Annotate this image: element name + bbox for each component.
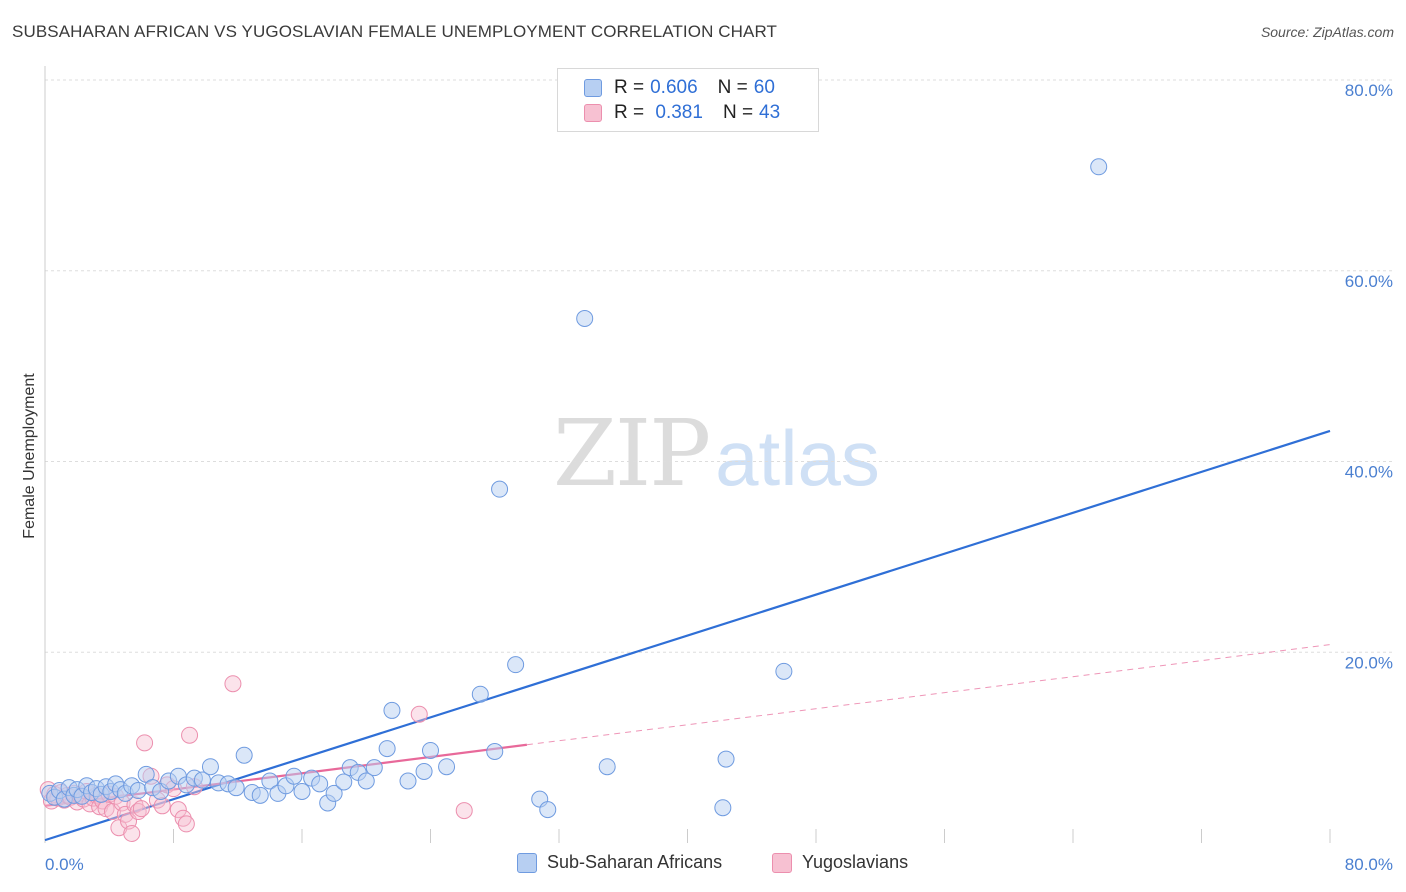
legend-swatch-pink <box>772 852 792 873</box>
grid <box>45 79 1393 653</box>
legend-r-label: R = <box>614 77 645 98</box>
legend-n-label: N = <box>717 77 748 98</box>
data-point-sub-saharan-africans <box>399 772 417 790</box>
legend-row-pink: R = 0.381 N = 43 <box>584 101 780 125</box>
data-point-sub-saharan-africans <box>335 773 353 791</box>
legend-item-sub-saharan-africans: Sub-Saharan Africans <box>517 852 722 873</box>
axes <box>44 66 1331 843</box>
correlation-legend: R = 0.606 N = 60 R = 0.381 N = 43 <box>557 68 819 132</box>
y-tick-label: 40.0% <box>1345 463 1393 482</box>
tick-labels: 20.0% 40.0% 60.0% 80.0% 0.0% 80.0% Female Unem… <box>21 81 1393 874</box>
trend-line-sub-saharan-africans <box>44 429 1331 842</box>
data-point-sub-saharan-africans <box>365 759 383 777</box>
y-axis-title: Female Unemployment <box>21 373 38 539</box>
data-point-sub-saharan-africans <box>193 771 211 789</box>
data-point-yugoslavians <box>129 803 147 821</box>
legend-label: Sub-Saharan Africans <box>547 852 723 872</box>
data-point-yugoslavians <box>174 809 192 827</box>
data-point-sub-saharan-africans <box>486 742 504 760</box>
data-point-sub-saharan-africans <box>293 782 311 800</box>
x-tick-label: 0.0% <box>45 855 84 874</box>
legend-r-value: 0.606 <box>650 77 698 98</box>
data-point-sub-saharan-africans <box>325 784 343 802</box>
data-point-sub-saharan-africans <box>383 701 401 719</box>
legend-swatch-pink <box>584 104 602 122</box>
legend-n-value: 60 <box>753 77 775 98</box>
data-point-sub-saharan-africans <box>201 758 219 776</box>
data-point-sub-saharan-africans <box>1090 158 1108 176</box>
data-point-sub-saharan-africans <box>775 662 793 680</box>
data-point-yugoslavians <box>181 726 199 744</box>
watermark: ZIPatlas <box>553 400 880 507</box>
data-point-sub-saharan-africans <box>507 656 525 674</box>
data-point-sub-saharan-africans <box>415 762 433 780</box>
data-point-sub-saharan-africans <box>311 775 329 793</box>
data-point-yugoslavians <box>177 815 195 833</box>
legend-item-yugoslavians: Yugoslavians <box>772 852 908 873</box>
legend-swatch-blue <box>517 852 537 873</box>
legend-r-label: R = <box>614 102 645 123</box>
y-tick-label: 20.0% <box>1345 653 1393 672</box>
chart-source: Source: ZipAtlas.com <box>1260 24 1394 40</box>
data-point-sub-saharan-africans <box>539 801 557 819</box>
legend-row-blue: R = 0.606 N = 60 <box>584 76 775 100</box>
data-point-yugoslavians <box>123 824 141 842</box>
data-point-yugoslavians <box>153 797 171 815</box>
data-point-sub-saharan-africans <box>235 746 253 764</box>
legend-n-label: N = <box>722 102 754 123</box>
data-point-sub-saharan-africans <box>717 750 735 768</box>
trend-line-yugoslavians-extended <box>526 644 1331 746</box>
data-point-sub-saharan-africans <box>261 772 279 790</box>
data-point-sub-saharan-africans <box>438 758 456 776</box>
watermark-atlas: atlas <box>715 414 880 502</box>
series-yugoslavians <box>39 675 473 842</box>
series-legend: Sub-Saharan Africans Yugoslavians <box>0 852 1406 876</box>
data-point-sub-saharan-africans <box>471 685 489 703</box>
data-point-yugoslavians <box>169 801 187 819</box>
data-point-sub-saharan-africans <box>285 767 303 785</box>
data-point-sub-saharan-africans <box>491 480 509 498</box>
y-tick-label: 80.0% <box>1345 81 1393 100</box>
data-point-sub-saharan-africans <box>129 782 147 800</box>
data-point-yugoslavians <box>455 802 473 820</box>
chart-title: SUBSAHARAN AFRICAN VS YUGOSLAVIAN FEMALE… <box>12 22 778 41</box>
data-point-sub-saharan-africans <box>227 779 245 797</box>
data-point-yugoslavians <box>132 800 150 818</box>
data-point-sub-saharan-africans <box>422 741 439 759</box>
data-point-sub-saharan-africans <box>378 740 396 758</box>
watermark-zip: ZIP <box>553 400 711 507</box>
data-point-sub-saharan-africans <box>251 786 269 804</box>
legend-label: Yugoslavians <box>802 852 909 872</box>
legend-swatch-blue <box>584 79 602 97</box>
data-point-sub-saharan-africans <box>714 799 732 817</box>
data-point-sub-saharan-africans <box>598 758 616 776</box>
y-tick-label: 60.0% <box>1345 272 1393 291</box>
series-sub-saharan-africans <box>41 158 1108 819</box>
data-point-sub-saharan-africans <box>576 309 594 327</box>
legend-r-value: 0.381 <box>650 102 703 123</box>
data-point-yugoslavians <box>136 734 154 752</box>
x-tick-label: 80.0% <box>1345 855 1393 874</box>
trend-lines <box>44 429 1331 842</box>
data-point-yugoslavians <box>410 705 428 723</box>
data-point-yugoslavians <box>224 675 242 693</box>
data-point-sub-saharan-africans <box>357 772 375 790</box>
legend-n-value: 43 <box>759 102 781 123</box>
